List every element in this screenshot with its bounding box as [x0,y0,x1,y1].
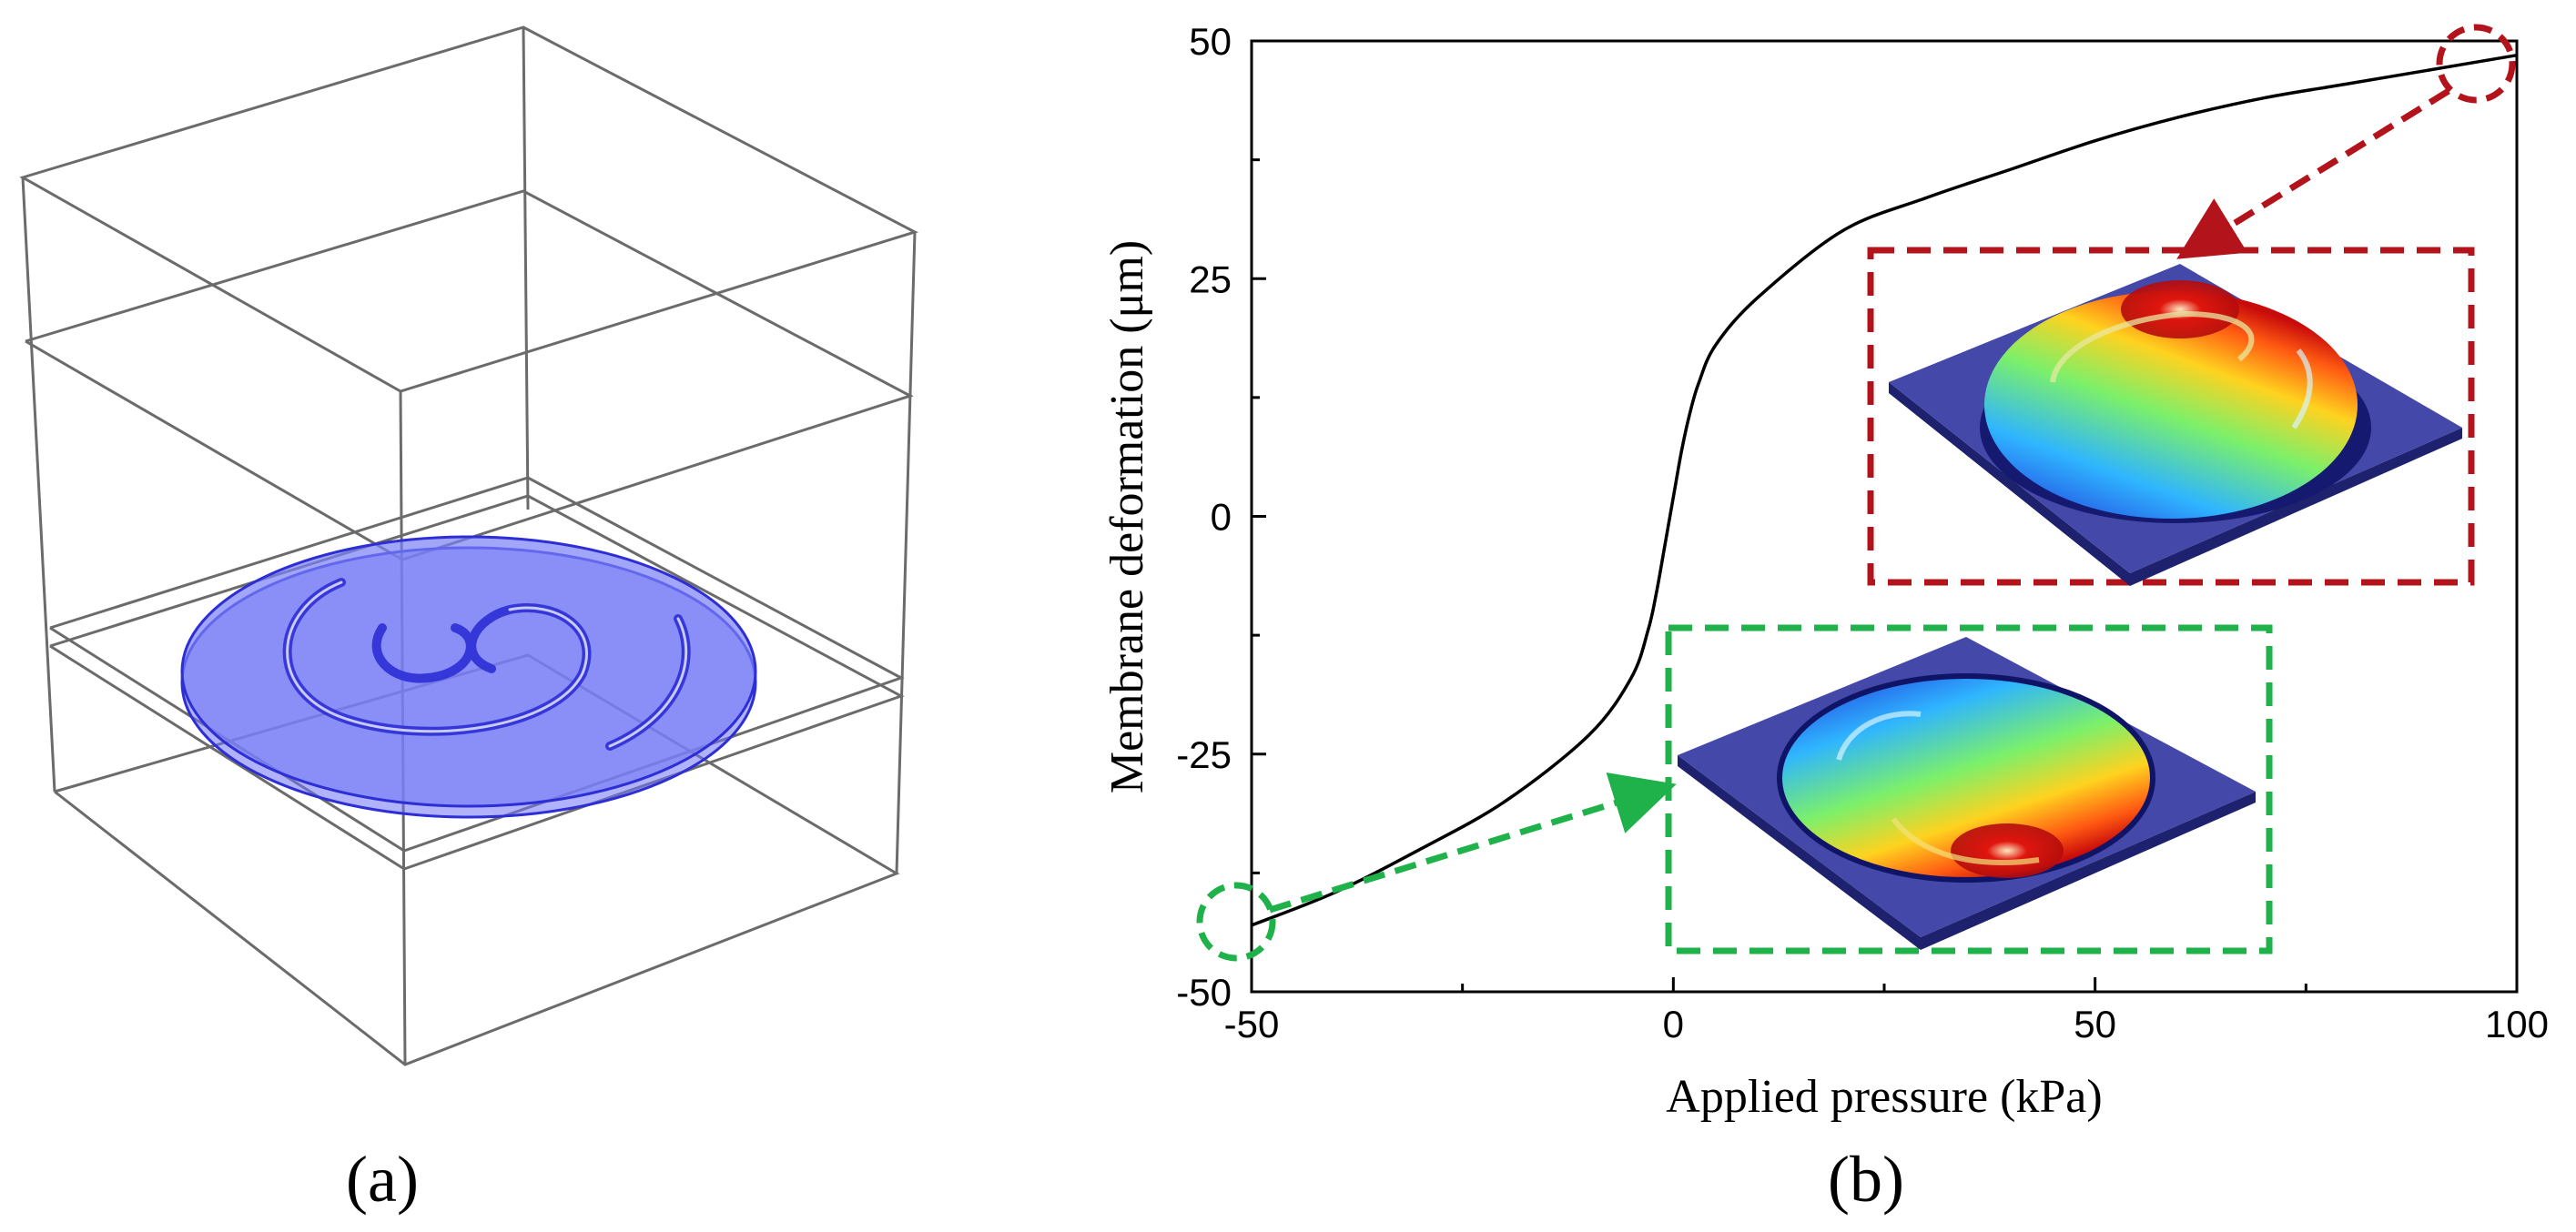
y-tick-label: -50 [1176,971,1232,1014]
box-top-face [19,25,918,393]
y-tick-label: 50 [1189,20,1232,63]
spiral-slot [371,623,475,683]
y-tick-label: 0 [1211,496,1232,539]
bottom-callout-arrow [1268,772,1677,914]
x-axis-title: Applied pressure (kPa) [1666,1071,2102,1123]
inset-spiral-slot [2291,348,2313,429]
membrane-3d-model: (a) [19,25,918,1216]
inset-bowl [1780,676,2153,880]
inset-spiral-slot [2050,310,2255,383]
y-tick-label: -25 [1176,733,1232,776]
box-layer-line [25,189,914,561]
x-tick-label: 100 [2485,1003,2549,1045]
inset-plate-side [1678,755,2256,950]
inset-spiral-slot [1836,711,1922,761]
spiral-slot-highlight [608,617,688,748]
bottom-inset-membrane [1678,637,2256,950]
x-tick-label: 50 [2074,1003,2116,1045]
panel-b-label: (b) [1828,1143,1904,1216]
top-callout-circle [2436,24,2516,104]
bottom-callout-circle [1196,882,1276,962]
deformation-chart: -50 0 50 100 -50 -25 0 25 50 Applied pressure (k… [1101,20,2549,1216]
top-callout-arrow [2176,88,2450,259]
inset-spiral-slot [1891,817,2040,865]
spiral-slot [467,605,514,673]
inset-hotspot [2121,280,2239,338]
box-edge [522,26,530,510]
top-inset-membrane [1889,264,2462,586]
x-tick-label: 0 [1663,1003,1684,1045]
top-inset-frame [1867,247,2475,586]
y-tick-label: 25 [1189,258,1232,300]
inset-hotspot [1951,823,2064,878]
box-edge [21,177,56,793]
y-axis-title: Membrane deformation (μm) [1101,240,1153,793]
box-edge [895,231,917,874]
inset-bowl-rim [1777,673,2155,883]
membrane-disk [180,535,757,808]
deformation-curve [1251,53,2518,927]
panel-a-label: (a) [346,1143,419,1216]
spiral-slot-highlight [286,581,589,733]
x-tick-label: -50 [1224,1003,1280,1045]
inset-plate-side [1889,382,2462,586]
